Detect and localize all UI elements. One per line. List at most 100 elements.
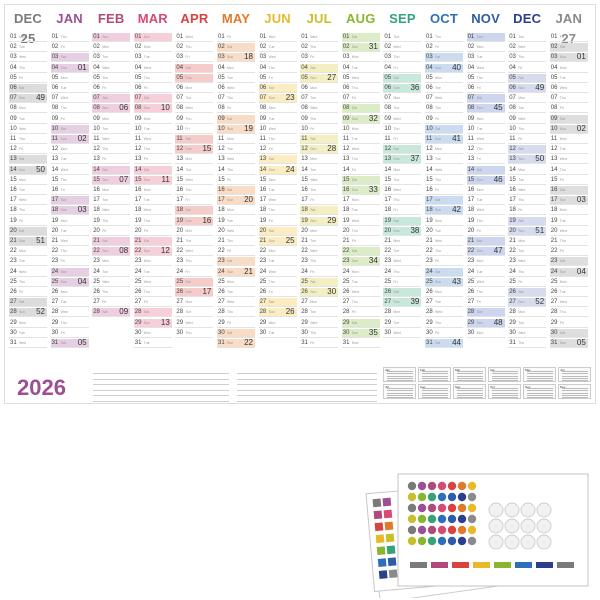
day-row[interactable]: 30 Fri (425, 329, 463, 338)
day-row[interactable]: 15 Sun 46 (466, 175, 505, 185)
day-row[interactable]: 03 Fri (175, 53, 214, 63)
day-row[interactable]: 10 Sat (50, 124, 89, 134)
day-row[interactable]: 19 Sat (508, 216, 547, 226)
day-row[interactable]: 09 Tue (9, 115, 47, 124)
day-row[interactable]: 27 Fri (466, 298, 505, 308)
day-row[interactable]: 05 Mon (50, 74, 89, 83)
day-row[interactable]: 01 Mon (9, 33, 47, 42)
day-row[interactable]: 24 Thu (508, 268, 547, 277)
day-row[interactable]: 09 Wed (508, 115, 547, 124)
day-row[interactable]: 25 Fri (383, 278, 422, 287)
day-row[interactable]: 13 Sun 50 (508, 154, 547, 165)
day-row[interactable]: 21 Tue (175, 237, 214, 246)
day-row[interactable]: 06 Thu (341, 84, 380, 93)
day-row[interactable]: 22 Sun 47 (466, 246, 505, 257)
day-row[interactable]: 07 Thu (549, 94, 588, 104)
day-row[interactable]: 09 Thu (300, 115, 339, 124)
day-row[interactable]: 21 Mon (383, 237, 422, 246)
day-row[interactable]: 18 Wed (466, 206, 505, 216)
day-row[interactable]: 18 Sun 03 (50, 205, 89, 216)
day-row[interactable]: 28 Sun 26 (258, 307, 297, 318)
day-row[interactable]: 11 Sat (300, 135, 339, 144)
day-row[interactable]: 22 Sat (341, 247, 380, 257)
day-row[interactable]: 30 Mon (133, 329, 172, 338)
day-row[interactable]: 04 Wed (466, 64, 505, 73)
day-row[interactable]: 01 Sun (92, 33, 131, 42)
day-row[interactable]: 18 Fri (383, 206, 422, 216)
day-row[interactable]: 14 Wed (425, 166, 463, 175)
day-row[interactable]: 09 Thu (175, 115, 214, 124)
day-row[interactable]: 16 Tue (258, 186, 297, 195)
day-row[interactable]: 05 Thu (133, 74, 172, 83)
day-row[interactable]: 02 Thu (300, 43, 339, 53)
day-row[interactable]: 27 Mon (300, 298, 339, 308)
day-row[interactable]: 24 Tue (133, 268, 172, 277)
day-row[interactable]: 12 Sat (383, 145, 422, 155)
day-row[interactable]: 11 Wed (466, 135, 505, 144)
day-row[interactable]: 12 Tue (549, 145, 588, 155)
day-row[interactable]: 03 Wed (258, 53, 297, 63)
day-row[interactable]: 04 Wed (92, 64, 131, 73)
day-row[interactable]: 10 Thu (508, 125, 547, 134)
day-row[interactable]: 02 Thu (175, 43, 214, 53)
day-row[interactable]: 08 Sat (341, 104, 380, 114)
day-row[interactable]: 28 Sat (133, 308, 172, 318)
day-row[interactable]: 20 Wed (549, 227, 588, 236)
day-row[interactable]: 22 Wed (175, 247, 214, 257)
day-row[interactable]: 19 Fri (258, 217, 297, 226)
day-row[interactable]: 07 Mon (383, 94, 422, 104)
day-row[interactable]: 17 Fri (300, 196, 339, 206)
day-row[interactable]: 26 Sun 30 (300, 287, 339, 297)
day-row[interactable]: 02 Sun 31 (341, 42, 380, 53)
day-row[interactable]: 06 Fri (466, 84, 505, 93)
day-row[interactable]: 15 Sat (341, 175, 380, 185)
day-row[interactable]: 30 Tue (258, 329, 297, 338)
day-row[interactable]: 21 Sat (466, 237, 505, 246)
day-row[interactable]: 02 Wed (383, 43, 422, 53)
day-row[interactable]: 05 Sat (383, 73, 422, 83)
day-row[interactable]: 20 Mon (175, 227, 214, 236)
day-row[interactable]: 13 Wed (217, 155, 255, 165)
day-row[interactable]: 17 Wed (9, 196, 47, 206)
day-row[interactable]: 31 Thu (508, 339, 547, 348)
day-row[interactable]: 23 Wed (383, 257, 422, 267)
day-row[interactable]: 02 Tue (258, 43, 297, 53)
day-row[interactable]: 09 Sun 32 (341, 114, 380, 124)
day-row[interactable]: 06 Mon (300, 84, 339, 93)
day-row[interactable]: 01 Thu (425, 33, 463, 42)
day-row[interactable]: 14 Fri (341, 166, 380, 175)
day-row[interactable]: 07 Thu (217, 94, 255, 104)
day-row[interactable]: 23 Sat (549, 257, 588, 267)
day-row[interactable]: 27 Sat (258, 298, 297, 308)
day-row[interactable]: 03 Tue (466, 53, 505, 63)
day-row[interactable]: 06 Sat (258, 84, 297, 93)
day-row[interactable]: 03 Fri (300, 53, 339, 63)
day-row[interactable]: 16 Sat (217, 186, 255, 195)
day-row[interactable]: 14 Thu (549, 166, 588, 175)
day-row[interactable]: 09 Mon (466, 115, 505, 124)
day-row[interactable]: 20 Tue (50, 227, 89, 236)
day-row[interactable]: 25 Sun 04 (50, 277, 89, 287)
day-row[interactable]: 23 Tue (258, 257, 297, 267)
day-row[interactable]: 29 Mon (258, 319, 297, 328)
day-row[interactable]: 28 Tue (175, 308, 214, 318)
day-row[interactable]: 11 Sat (175, 135, 214, 144)
day-row[interactable]: 20 Thu (341, 227, 380, 236)
day-row[interactable]: 24 Sat (50, 267, 89, 277)
day-row[interactable]: 16 Mon (92, 186, 131, 195)
day-row[interactable]: 25 Sat (175, 277, 214, 287)
day-row[interactable]: 14 Sun 24 (258, 165, 297, 175)
day-row[interactable]: 29 Fri (217, 319, 255, 328)
day-row[interactable]: 09 Sat (549, 114, 588, 124)
day-row[interactable]: 31 Sat 44 (425, 338, 463, 348)
day-row[interactable]: 09 Fri (50, 115, 89, 124)
day-row[interactable]: 13 Wed (549, 155, 588, 165)
day-row[interactable]: 04 Sat (300, 63, 339, 73)
day-row[interactable]: 18 Thu (9, 206, 47, 216)
day-row[interactable]: 14 Mon (383, 166, 422, 175)
day-row[interactable]: 28 Thu (217, 308, 255, 318)
day-row[interactable]: 20 Sun 51 (508, 226, 547, 236)
day-row[interactable]: 26 Sat (383, 288, 422, 297)
day-row[interactable]: 27 Mon (175, 298, 214, 308)
day-row[interactable]: 19 Sat (383, 216, 422, 226)
